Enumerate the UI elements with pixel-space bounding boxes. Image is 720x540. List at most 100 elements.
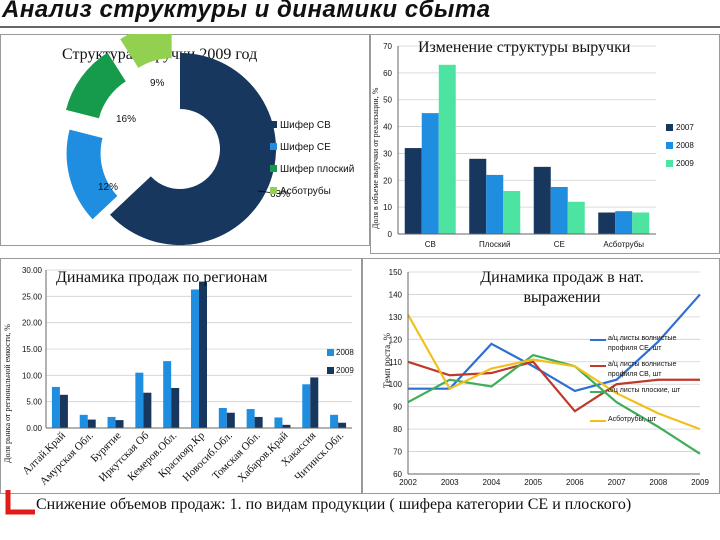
bar [330,414,339,428]
y-tick-label: 60 [383,69,392,78]
legend-swatch [327,349,334,356]
legend-entry: 2009 [336,366,354,375]
bar [143,392,152,428]
y-tick-label: 25.00 [22,292,43,301]
y-tick-label: 90 [393,403,402,412]
bar [107,416,116,428]
sales-chart-title: Динамика продаж в нат. выражении [480,269,643,306]
bar [567,201,585,234]
x-tick-label: 2002 [399,478,417,487]
legend-entry-line: а/ц листы плоские, шт [608,387,681,394]
regions-chart-ylabel: Доля рынка от региональной емкости, % [3,324,12,463]
bar [79,414,88,428]
regions-chart-title: Динамика продаж по регионам [56,269,267,286]
series-line [407,360,700,413]
pie-slice-label: 9% [150,78,165,89]
title-line: Динамика продаж в нат. [480,269,643,286]
structure-chart-ylabel: Доля в объеме выручки от реализации, % [371,87,380,229]
legend-entry: а/ц листы волнистые профиля СЕ, шт [608,335,676,352]
legend-entry-line: Асботрубы, шт [608,415,657,423]
bar [438,64,456,234]
legend-entry: 2008 [336,348,354,357]
bar [87,419,96,428]
bar [598,212,616,234]
y-tick-label: 80 [393,425,402,434]
y-tick-label: 130 [389,313,403,322]
bar [163,361,172,428]
legend-swatch [327,367,334,374]
x-tick-label: 2007 [608,478,626,487]
bar [115,420,124,428]
pie-slice-label: 16% [116,114,136,125]
pie-slice [120,34,172,68]
y-tick-label: 110 [389,358,402,367]
x-tick-label: СВ [425,240,436,249]
legend-swatch [666,142,673,149]
bar [486,174,504,234]
y-tick-label: 30 [383,149,392,158]
bar [469,158,487,234]
y-tick-label: 120 [389,335,403,344]
y-tick-label: 70 [383,42,392,51]
bar [254,416,263,428]
bar [59,394,68,428]
y-tick-label: 20.00 [22,319,43,328]
legend-entry: 2008 [676,141,694,150]
bar [135,372,144,428]
x-tick-label: 2003 [441,478,459,487]
legend-entry: а/ц листы волнистые профиля СВ, шт [608,361,676,378]
bar [338,422,347,428]
legend-swatch [666,124,673,131]
bar [282,424,291,428]
bar [632,212,650,234]
bar [503,191,521,234]
sales-line-chart: 60 70 80 90 100 110 120 130 140 150 2002 2003 2004 20… [362,258,720,494]
legend-entry: Асботрубы [280,185,331,197]
y-tick-label: 10 [383,203,392,212]
y-tick-label: 70 [393,448,402,457]
bar [171,387,180,428]
bar [550,187,568,234]
legend-swatch [270,121,277,128]
bar [191,289,199,428]
legend-swatch [270,187,277,194]
x-tick-label: 2009 [691,478,709,487]
pie-chart: Структура выручки 2009 год 63%16%12%9% Ш… [0,34,370,246]
y-tick-label: 40 [383,123,392,132]
pie-slice [65,52,126,119]
legend-entry: Шифер плоский [280,163,354,175]
y-tick-label: 10.00 [22,371,43,380]
legend-entry: Шифер СВ [280,119,331,131]
pie-slice-label: 12% [98,182,118,193]
x-tick-label: СЕ [554,240,565,249]
bar [310,377,319,428]
y-tick-label: 0 [388,230,393,239]
structure-bar-chart: 0 10 20 30 40 50 60 70 СВ Плоский СЕ Асботрубы Изме… [370,34,720,254]
slide-title: Анализ структуры и динамики сбыта [2,0,491,23]
callout-arrow [5,490,35,515]
y-tick-label: 20 [383,176,392,185]
pie-slice [110,53,276,245]
bar [533,166,551,234]
x-tick-label: 2005 [524,478,542,487]
y-tick-label: 15.00 [22,345,43,354]
y-tick-label: 0.00 [26,424,42,433]
sales-chart-ylabel: Темп роста, % [382,332,392,388]
bar [226,412,235,428]
legend-entry-line: а/ц листы волнистые [608,335,676,342]
y-tick-label: 150 [389,268,403,277]
y-tick-label: 30.00 [22,266,43,275]
series-line [407,314,701,431]
conclusion-text: Снижение объемов продаж: 1. по видам про… [36,496,632,513]
pie-slice-label: 63% [270,189,290,200]
legend-entry: Шифер СЕ [280,141,331,153]
pie-slice [66,129,118,220]
legend-entry-line: профиля СЕ, шт [608,345,662,352]
structure-chart-title: Изменение структуры выручки [418,39,631,56]
x-tick-label: 2008 [649,478,667,487]
title-divider [0,26,720,28]
regions-bar-chart: 0.005.0010.0015.0020.0025.0030.00Алтай.К… [0,258,362,494]
series-line [407,353,701,455]
bar [421,113,439,234]
bar [51,386,60,428]
